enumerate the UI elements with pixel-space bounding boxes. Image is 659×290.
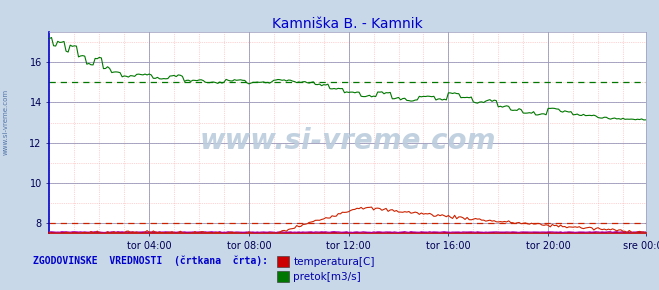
- Text: temperatura[C]: temperatura[C]: [293, 257, 375, 267]
- Text: www.si-vreme.com: www.si-vreme.com: [200, 127, 496, 155]
- Text: ZGODOVINSKE  VREDNOSTI  (črtkana  črta):: ZGODOVINSKE VREDNOSTI (črtkana črta):: [33, 255, 268, 266]
- Title: Kamniška B. - Kamnik: Kamniška B. - Kamnik: [272, 17, 423, 31]
- Text: www.si-vreme.com: www.si-vreme.com: [2, 89, 9, 155]
- Text: pretok[m3/s]: pretok[m3/s]: [293, 272, 361, 282]
